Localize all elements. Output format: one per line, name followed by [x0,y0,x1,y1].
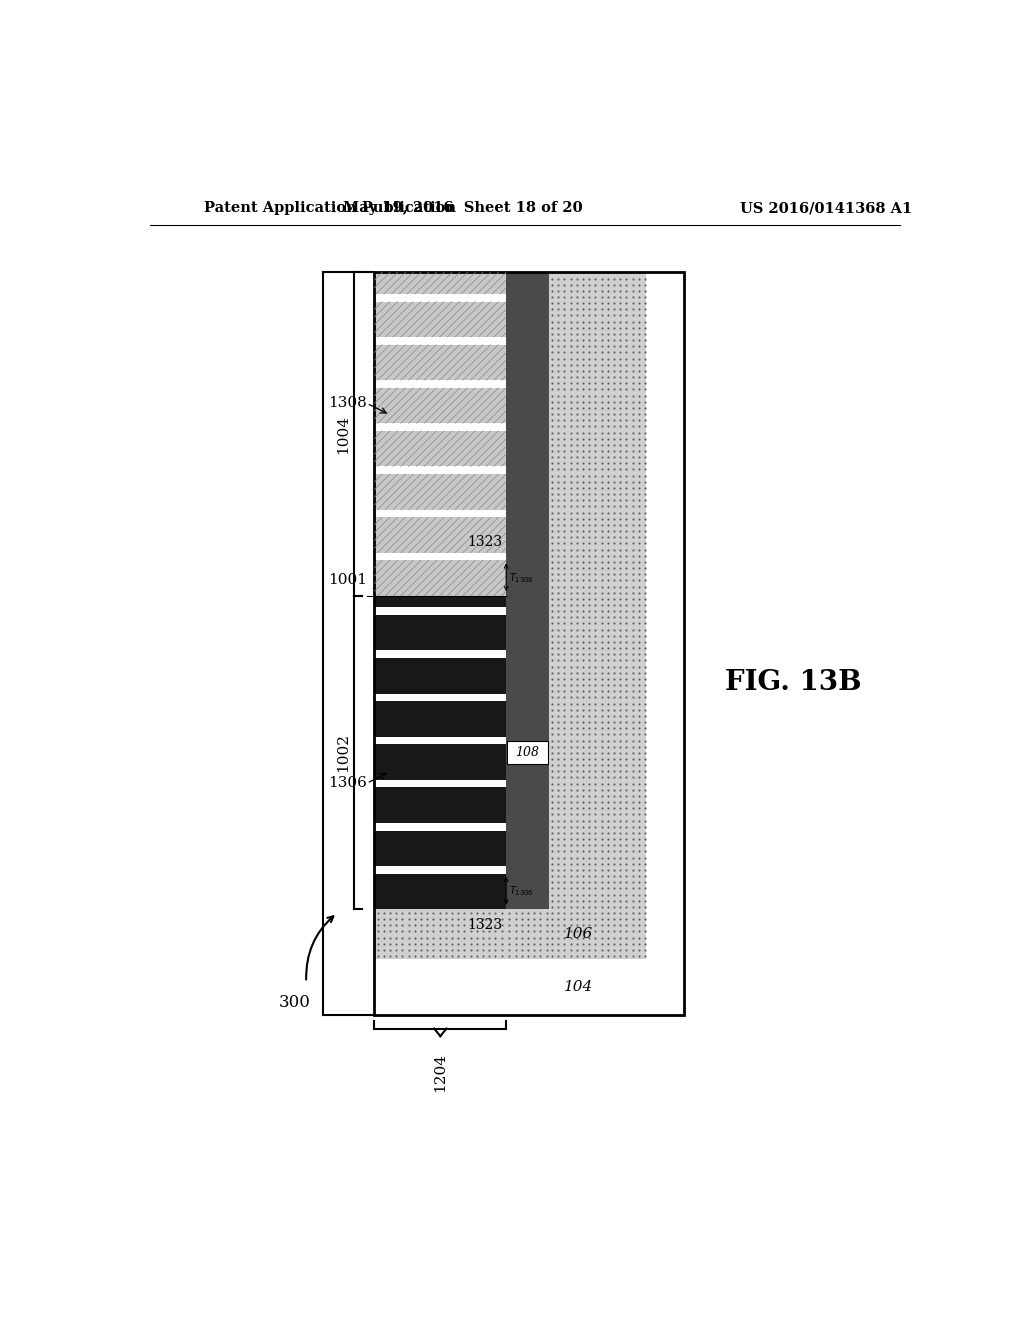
Bar [375,272,506,294]
Bar [375,432,506,466]
Text: Patent Application Publication: Patent Application Publication [204,202,456,215]
Bar [375,560,506,595]
Bar [375,788,506,822]
Bar [375,874,506,909]
Bar [506,701,549,737]
Bar [506,474,549,510]
Bar [375,701,506,737]
Bar [375,595,506,607]
Bar [375,960,684,1015]
Bar [375,595,506,909]
Text: 1323: 1323 [467,919,503,932]
Bar [506,909,549,960]
Bar [646,272,684,1015]
Bar [549,272,646,960]
Text: US 2016/0141368 A1: US 2016/0141368 A1 [740,202,912,215]
Text: 1004: 1004 [337,414,350,454]
Text: 108: 108 [515,746,540,759]
Text: 106: 106 [563,927,593,941]
Bar [506,744,549,780]
Bar [375,388,506,424]
Text: 1002: 1002 [337,733,350,772]
Text: 1308: 1308 [328,396,367,411]
Text: 1323: 1323 [467,535,503,549]
Text: 300: 300 [279,994,310,1011]
Bar [375,302,506,337]
Text: 1001: 1001 [328,573,367,587]
Bar [506,517,549,553]
Bar [506,615,549,651]
Bar [375,909,506,960]
Text: FIG. 13B: FIG. 13B [725,668,861,696]
Bar [506,560,549,595]
Bar [375,272,506,595]
Bar [506,432,549,466]
Bar [507,741,548,764]
Text: 1204: 1204 [433,1053,447,1092]
Bar [506,302,549,337]
Bar [375,474,506,510]
Text: May 19, 2016  Sheet 18 of 20: May 19, 2016 Sheet 18 of 20 [343,202,583,215]
Bar [506,788,549,822]
Bar [506,830,549,866]
Text: $T_{1308}$: $T_{1308}$ [509,572,534,585]
Bar [375,615,506,651]
Bar [375,659,506,693]
Bar [506,272,549,909]
Bar [506,659,549,693]
Text: $T_{1306}$: $T_{1306}$ [509,884,534,899]
Bar [506,874,549,909]
Bar [375,830,506,866]
Bar [506,595,549,607]
Text: 1306: 1306 [328,776,367,791]
Bar [506,272,549,294]
Bar [506,388,549,424]
Bar [375,272,684,1015]
Bar [375,345,506,380]
Bar [375,744,506,780]
Bar [375,517,506,553]
Bar [506,345,549,380]
Text: 104: 104 [563,979,593,994]
